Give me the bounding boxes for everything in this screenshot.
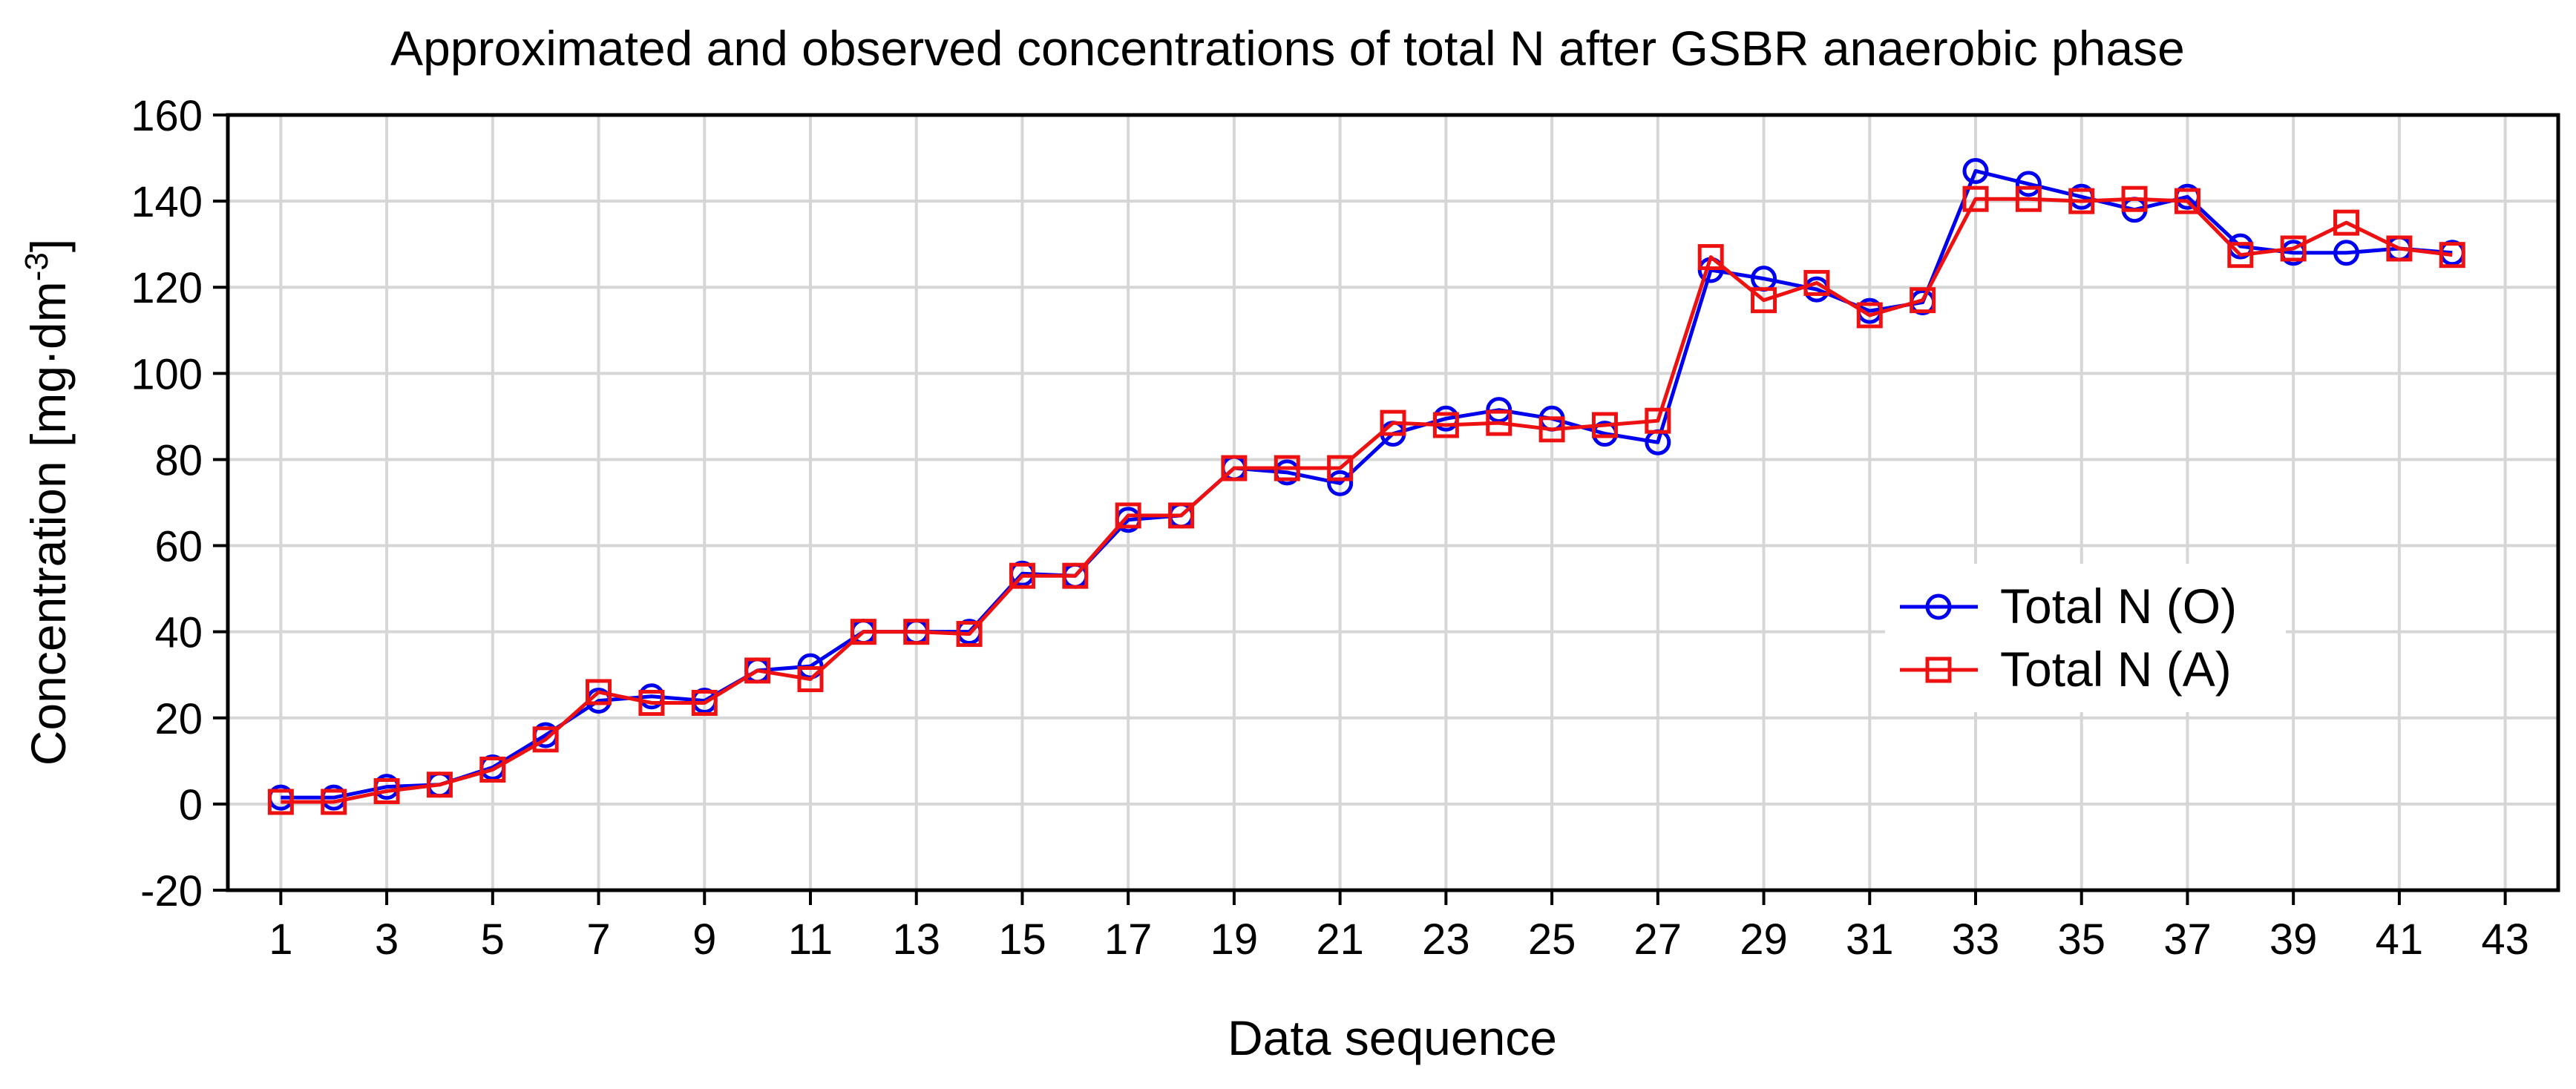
x-tick-label: 3 [375,915,399,964]
y-tick-label: 40 [154,609,203,657]
data-point-total-n-o [1327,470,1354,496]
x-tick-label: 15 [998,915,1046,964]
y-axis-label-superscript: -3 [19,252,55,281]
data-point-total-n-o [2333,240,2360,266]
data-point-total-n-a [1538,416,1565,443]
data-point-total-n-a [1645,407,1671,434]
x-tick-label: 27 [1634,915,1682,964]
axis-ticks: 1 3 5 7 9 11 13 15 17 19 21 23 25 27 29 31 33 35 37 39 41 43-… [131,92,2529,964]
y-tick-label: 140 [131,178,203,226]
data-point-total-n-a [1168,502,1195,529]
data-point-total-n-a [1432,412,1459,438]
x-tick-label: 25 [1528,915,1576,964]
series-total-n-a [267,185,2465,815]
legend-label-total-n-o: Total N (O) [2000,579,2237,634]
data-point-total-n-a [1486,409,1513,436]
data-point-total-n-a [1327,455,1354,481]
data-point-total-n-a [2121,185,2148,212]
data-point-total-n-a [586,679,612,705]
y-tick-label: 60 [154,523,203,571]
data-point-total-n-a [638,689,665,716]
data-point-total-n-a [426,771,453,798]
y-axis-label-main: Concentration [mg·dm [21,281,76,766]
y-tick-label: 100 [131,350,203,398]
data-point-total-n-a [744,657,771,684]
x-tick-label: 1 [269,915,292,964]
y-axis-label-close: ] [21,239,76,252]
data-point-total-n-a [903,619,930,645]
y-axis-label: Concentration [mg·dm-3] [19,239,76,766]
x-tick-label: 5 [481,915,505,964]
data-point-total-n-a [1062,562,1089,589]
legend-marker-square [1925,657,1952,683]
data-point-total-n-a [2280,235,2307,262]
series-layer [267,157,2465,815]
data-point-total-n-a [532,726,559,753]
data-point-total-n-a [2227,242,2254,269]
x-tick-label: 11 [788,915,833,964]
data-point-total-n-a [373,777,400,804]
legend-marker-circle [1925,593,1952,620]
data-point-total-n-a [1910,287,1936,314]
data-point-total-n-o [1962,157,1989,184]
data-point-total-n-a [850,619,876,645]
data-point-total-n-a [1274,455,1300,481]
x-tick-label: 31 [1846,915,1894,964]
data-point-total-n-a [2439,242,2465,269]
series-line-total-n-a [281,197,2453,804]
data-point-total-n-o [2015,171,2042,197]
data-point-total-n-a [1380,409,1406,436]
x-tick-label: 17 [1104,915,1153,964]
data-point-total-n-a [2333,209,2360,236]
grid-lines [228,113,2558,892]
data-point-total-n-a [1591,412,1618,438]
x-tick-label: 21 [1316,915,1364,964]
x-tick-label: 37 [2163,915,2212,964]
data-point-total-n-a [1115,502,1141,529]
y-tick-label: 0 [179,781,203,829]
x-tick-label: 43 [2481,915,2529,964]
x-tick-label: 41 [2376,915,2424,964]
data-point-total-n-a [1962,185,1989,212]
legend-label-total-n-a: Total N (A) [2000,642,2232,697]
chart-title: Approximated and observed concentrations… [390,21,2185,76]
x-tick-label: 7 [586,915,610,964]
plot-frame [226,113,2560,892]
x-tick-label: 39 [2269,915,2318,964]
data-point-total-n-a [1697,244,1724,271]
data-point-total-n-a [2386,235,2413,262]
y-tick-label: 80 [154,436,203,484]
data-point-total-n-a [1751,287,1777,314]
x-tick-label: 19 [1210,915,1259,964]
data-point-total-n-a [2015,185,2042,212]
data-point-total-n-a [956,621,983,648]
y-tick-label: 160 [131,92,203,140]
data-point-total-n-a [267,789,294,815]
data-point-total-n-a [321,789,347,815]
data-point-total-n-a [2174,188,2200,214]
x-axis-label: Data sequence [1228,1010,1557,1065]
legend-background [1885,564,2286,712]
data-point-total-n-a [797,666,824,693]
y-tick-label: -20 [140,867,203,915]
data-point-total-n-a [691,689,718,716]
x-tick-label: 29 [1740,915,1788,964]
legend: Total N (O) Total N (A) [1885,564,2286,712]
x-tick-label: 13 [892,915,940,964]
x-tick-label: 35 [2057,915,2105,964]
y-tick-label: 120 [131,264,203,312]
x-tick-label: 33 [1952,915,2000,964]
data-point-total-n-a [1856,302,1883,329]
y-tick-label: 20 [154,695,203,743]
data-point-total-n-a [1009,562,1035,589]
data-point-total-n-a [1221,455,1248,481]
data-point-total-n-a [2068,188,2095,214]
data-point-total-n-a [1803,269,1830,296]
x-tick-label: 9 [692,915,716,964]
x-tick-label: 23 [1422,915,1470,964]
data-point-total-n-a [479,756,506,783]
